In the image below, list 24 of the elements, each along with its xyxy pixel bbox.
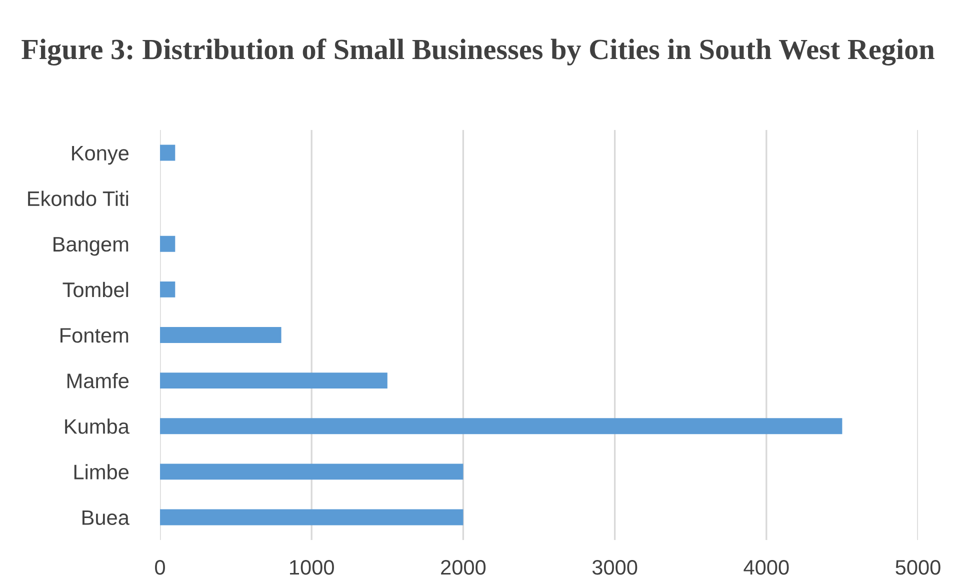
- x-tick-label: 5000: [896, 560, 940, 575]
- x-tick-label: 0: [155, 560, 165, 575]
- bar: [160, 281, 176, 298]
- y-tick-label: Konye: [72, 146, 129, 165]
- bar: [160, 464, 464, 480]
- y-tick-label: Bangem: [54, 237, 128, 256]
- bar: [160, 418, 842, 434]
- y-tick-label: Limbe: [74, 464, 129, 480]
- x-tick-label: 1000: [290, 560, 334, 575]
- bar: [160, 144, 176, 161]
- bar: [160, 509, 464, 526]
- bar: [160, 327, 282, 343]
- x-tick-label: 3000: [592, 560, 638, 575]
- bar: [160, 236, 176, 252]
- y-tick-label: Tombel: [62, 282, 128, 298]
- y-tick-label: Kumba: [65, 418, 130, 434]
- x-tick-label: 2000: [441, 560, 486, 575]
- bar: [160, 372, 388, 389]
- x-tick-label: 4000: [744, 560, 789, 575]
- y-tick-label: Fontem: [60, 328, 128, 343]
- y-tick-label: Ekondo Titi: [28, 190, 128, 206]
- y-tick-label: Mamfe: [67, 373, 129, 388]
- y-tick-label: Buea: [82, 510, 130, 525]
- chart-title: Figure 3: Distribution of Small Businesses by Cities in South West Region: [22, 38, 934, 66]
